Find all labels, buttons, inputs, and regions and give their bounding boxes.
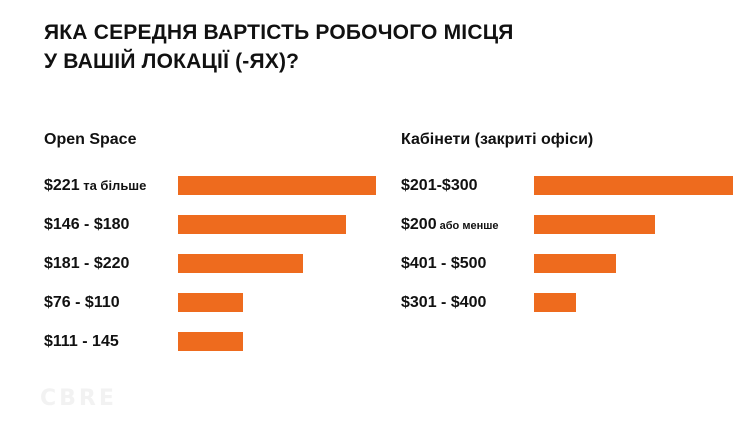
category-label-main: $200 <box>401 216 437 233</box>
bar <box>178 176 376 195</box>
category-label: $200 або менше <box>401 215 499 236</box>
category-label: $201-$300 <box>401 176 478 196</box>
category-label: $146 - $180 <box>44 215 129 235</box>
category-label: $111 - 145 <box>44 332 119 352</box>
category-label-main: $401 - $500 <box>401 255 487 272</box>
bar <box>178 293 243 312</box>
category-label-suffix: та більше <box>79 178 147 193</box>
bar <box>178 254 303 273</box>
category-label-main: $221 <box>44 177 80 194</box>
category-label-main: $201-$300 <box>401 177 478 194</box>
category-label-main: $181 - $220 <box>44 255 130 272</box>
watermark-logo: CBRE <box>40 386 117 411</box>
category-label: $181 - $220 <box>44 254 129 274</box>
category-label-main: $76 - $110 <box>44 294 120 311</box>
category-label: $221 та більше <box>44 176 146 196</box>
bar <box>534 254 616 273</box>
category-label: $76 - $110 <box>44 293 120 313</box>
category-label: $401 - $500 <box>401 254 486 274</box>
category-label-main: $146 - $180 <box>44 216 130 233</box>
bar <box>178 215 346 234</box>
page-title: ЯКА СЕРЕДНЯ ВАРТІСТЬ РОБОЧОГО МІСЦЯ У ВА… <box>44 18 704 76</box>
category-label: $301 - $400 <box>401 293 486 313</box>
chart-title: Open Space <box>44 131 137 148</box>
bar <box>178 332 243 351</box>
title-line-1: ЯКА СЕРЕДНЯ ВАРТІСТЬ РОБОЧОГО МІСЦЯ <box>44 21 514 44</box>
category-label-main: $111 - 145 <box>44 333 119 350</box>
chart-title: Кабінети (закриті офіси) <box>401 131 594 148</box>
bar <box>534 176 733 195</box>
bar <box>534 215 655 234</box>
bar <box>534 293 576 312</box>
category-label-main: $301 - $400 <box>401 294 487 311</box>
title-line-2: У ВАШІЙ ЛОКАЦІЇ (-ЯХ)? <box>44 50 300 73</box>
category-label-suffix: або менше <box>436 220 499 232</box>
